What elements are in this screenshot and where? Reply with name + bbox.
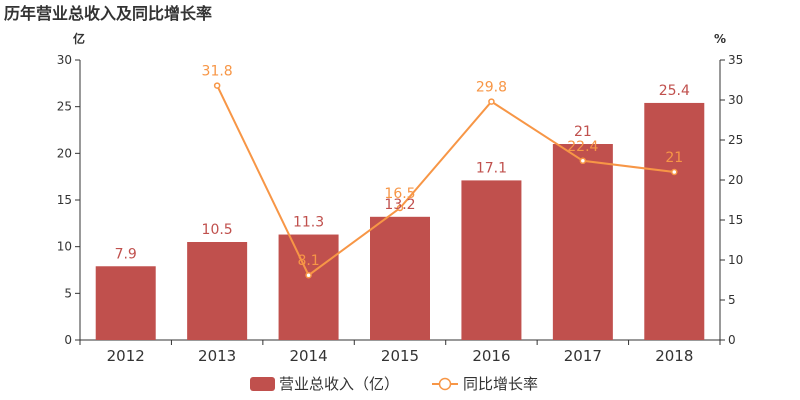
line-point[interactable] (671, 168, 678, 176)
line-point[interactable] (579, 157, 587, 165)
line-point[interactable] (488, 98, 495, 105)
left-y-tick-label: 30 (57, 53, 72, 67)
line-value-label: 8.1 (297, 253, 319, 269)
left-y-tick-label: 20 (57, 146, 72, 160)
x-tick-label: 2017 (564, 347, 602, 365)
right-y-tick-label: 20 (728, 173, 743, 187)
line-value-label: 22.4 (567, 139, 598, 155)
legend[interactable]: 营业总收入（亿） 同比增长率 (250, 375, 538, 393)
right-y-tick-label: 25 (728, 133, 743, 147)
right-y-tick-label: 30 (728, 93, 743, 107)
right-y-tick-label: 10 (728, 253, 743, 267)
left-y-tick-label: 5 (64, 286, 72, 300)
legend-marker-growth (438, 377, 452, 391)
bar[interactable] (187, 242, 248, 340)
right-y-tick-label: 0 (728, 333, 736, 347)
bar-value-label: 21 (574, 124, 592, 140)
line-series (213, 82, 678, 279)
left-y-tick-label: 10 (57, 240, 72, 254)
data-labels: 7.9 10.5 11.3 13.2 17.1 21 25.4 31.8 8.1 16.5 29.8… (115, 64, 690, 270)
left-y-tick-label: 25 (57, 100, 72, 114)
line-value-label: 16.5 (384, 186, 415, 202)
left-y-tick-label: 0 (64, 333, 72, 347)
bar[interactable] (644, 102, 705, 340)
line-value-label: 31.8 (202, 64, 233, 80)
line-value-label: 21 (665, 150, 683, 166)
bar[interactable] (370, 216, 430, 340)
bar-value-label: 13.2 (384, 197, 415, 213)
line-value-label: 29.8 (476, 80, 507, 96)
x-tick-label: 2012 (107, 347, 145, 365)
bar-value-label: 7.9 (115, 246, 137, 262)
right-y-tick-label: 35 (728, 53, 743, 67)
line-point[interactable] (305, 271, 312, 279)
bar-value-label: 10.5 (202, 222, 233, 238)
bar[interactable] (95, 266, 156, 340)
x-tick-label: 2014 (289, 347, 327, 365)
bar-value-label: 25.4 (659, 83, 690, 99)
line-point[interactable] (396, 204, 404, 212)
legend-swatch-revenue (250, 377, 275, 391)
x-tick-label: 2013 (198, 347, 236, 365)
legend-label-growth: 同比增长率 (463, 375, 538, 393)
growth-line (216, 85, 675, 277)
axes: 0 5 10 15 20 25 30 0 5 10 15 20 25 30 35 2012 2013 2014 20… (57, 53, 744, 365)
bar-series (95, 102, 705, 340)
line-point[interactable] (213, 82, 221, 89)
bar-value-label: 17.1 (476, 160, 507, 176)
legend-label-revenue: 营业总收入（亿） (279, 375, 399, 393)
bar-value-label: 11.3 (293, 215, 324, 231)
x-tick-label: 2018 (655, 347, 693, 365)
left-axis-unit: 亿 (73, 31, 85, 46)
left-y-tick-label: 15 (57, 193, 72, 207)
bar[interactable] (552, 144, 613, 340)
bar[interactable] (461, 180, 522, 340)
right-axis-unit: % (714, 32, 726, 46)
right-y-tick-label: 5 (728, 293, 736, 307)
x-tick-label: 2016 (472, 347, 510, 365)
chart-title: 历年营业总收入及同比增长率 (4, 4, 212, 23)
bar[interactable] (278, 234, 339, 340)
x-tick-label: 2015 (381, 347, 419, 365)
right-y-tick-label: 15 (728, 213, 743, 227)
